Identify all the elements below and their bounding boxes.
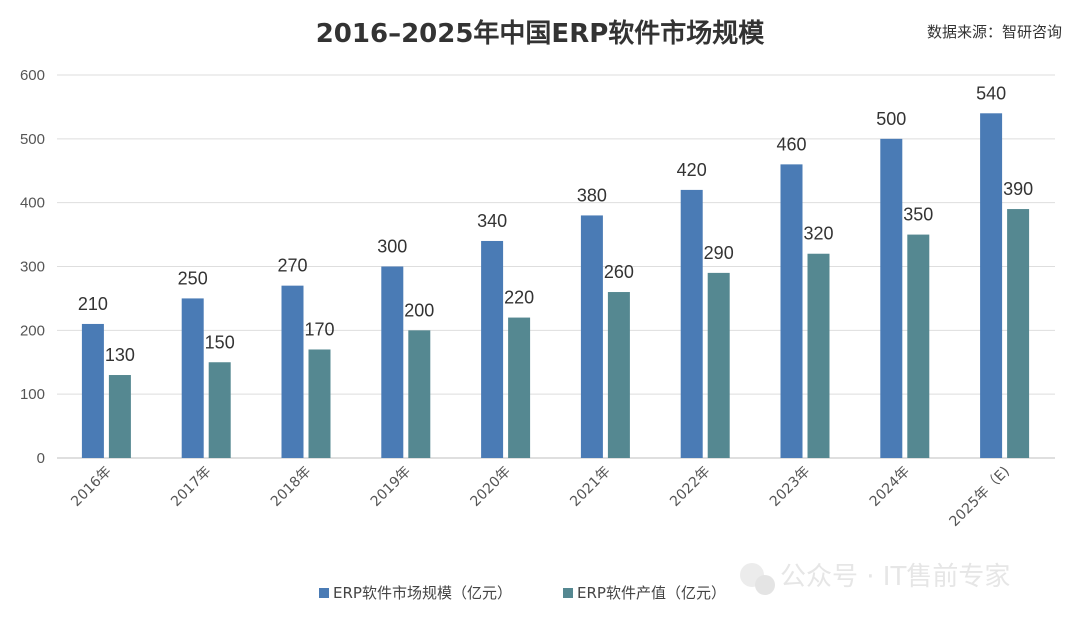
bar-market-size xyxy=(481,240,504,458)
bar-output-value xyxy=(308,349,331,458)
data-label: 260 xyxy=(604,262,634,282)
data-label: 200 xyxy=(404,300,434,320)
bar-market-size xyxy=(680,189,703,458)
bar-market-size xyxy=(880,138,903,459)
x-tick-label: 2024年 xyxy=(867,464,913,510)
watermark-text: 公众号 · IT售前专家 xyxy=(780,562,1010,592)
x-tick-label: 2016年 xyxy=(68,464,114,510)
y-tick-label: 0 xyxy=(37,450,45,467)
x-tick-label: 2022年 xyxy=(667,464,713,510)
bar-market-size xyxy=(780,164,803,458)
bar-output-value xyxy=(707,272,730,458)
data-label: 460 xyxy=(776,134,806,154)
bar-market-size xyxy=(980,113,1003,459)
data-label: 540 xyxy=(976,83,1006,103)
y-tick-label: 400 xyxy=(20,195,45,212)
data-label: 130 xyxy=(105,345,135,365)
bar-market-size xyxy=(281,285,304,458)
data-label: 210 xyxy=(78,294,108,314)
bar-output-value xyxy=(408,330,431,458)
legend-label-market: ERP软件市场规模（亿元） xyxy=(333,584,512,602)
data-source: 数据来源：智研咨询 xyxy=(927,23,1062,41)
x-tick-label: 2023年 xyxy=(767,464,813,510)
bar-output-value xyxy=(508,317,531,458)
data-label: 390 xyxy=(1003,179,1033,199)
data-label: 500 xyxy=(876,109,906,129)
y-tick-label: 200 xyxy=(20,322,45,339)
bar-output-value xyxy=(907,234,930,458)
x-tick-label: 2021年 xyxy=(567,464,613,510)
legend: ERP软件市场规模（亿元） ERP软件产值（亿元） xyxy=(319,584,726,602)
watermark: 公众号 · IT售前专家 xyxy=(740,562,1010,595)
bar-output-value xyxy=(208,362,231,458)
data-label: 350 xyxy=(903,205,933,225)
data-label: 340 xyxy=(477,211,507,231)
data-label: 220 xyxy=(504,288,534,308)
data-label: 150 xyxy=(205,332,235,352)
bar-output-value xyxy=(607,292,630,458)
data-label: 170 xyxy=(304,319,334,339)
data-label: 290 xyxy=(704,243,734,263)
legend-swatch-output xyxy=(563,588,573,598)
bar-output-value xyxy=(1007,209,1030,458)
y-tick-label: 100 xyxy=(20,386,45,403)
bar-market-size xyxy=(580,215,603,458)
x-tick-label: 2017年 xyxy=(168,464,214,510)
x-tick-label: 2018年 xyxy=(268,464,314,510)
chart-title: 2016–2025年中国ERP软件市场规模 xyxy=(316,18,766,49)
y-tick-label: 500 xyxy=(20,131,45,148)
data-label: 300 xyxy=(377,237,407,257)
data-label: 380 xyxy=(577,185,607,205)
y-tick-label: 600 xyxy=(20,67,45,84)
bar-output-value xyxy=(807,253,830,458)
bar-market-size xyxy=(181,298,204,458)
bar-market-size xyxy=(81,323,104,458)
data-label: 420 xyxy=(677,160,707,180)
x-tick-label: 2020年 xyxy=(468,464,514,510)
y-tick-label: 300 xyxy=(20,259,45,276)
bar-market-size xyxy=(381,266,404,458)
data-label: 320 xyxy=(803,224,833,244)
bar-output-value xyxy=(108,375,131,458)
x-tick-label: 2025年（E) xyxy=(947,464,1013,530)
legend-swatch-market xyxy=(319,588,329,598)
x-tick-label: 2019年 xyxy=(368,464,414,510)
data-label: 270 xyxy=(277,256,307,276)
data-label: 250 xyxy=(178,268,208,288)
legend-label-output: ERP软件产值（亿元） xyxy=(577,584,726,602)
